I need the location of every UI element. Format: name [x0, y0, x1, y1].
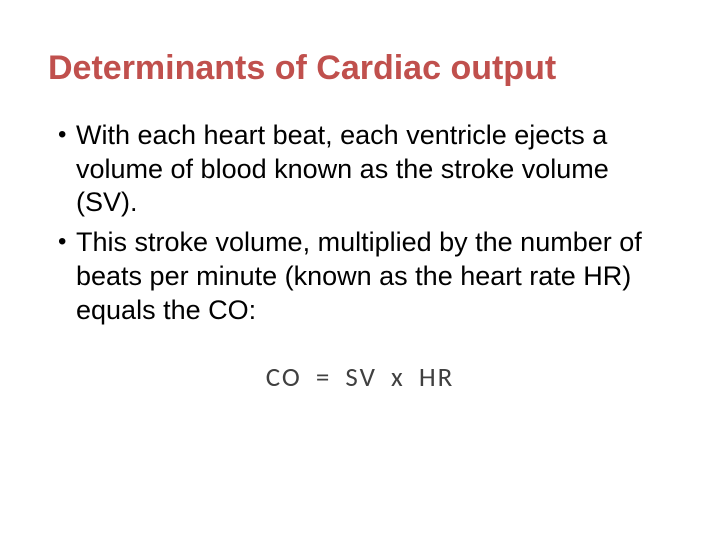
list-item: With each heart beat, each ventricle eje… — [58, 119, 672, 220]
list-item: This stroke volume, multiplied by the nu… — [58, 226, 672, 327]
formula-text: CO = SV x HR — [266, 361, 455, 394]
bullet-text: With each heart beat, each ventricle eje… — [76, 120, 609, 218]
bullet-text: This stroke volume, multiplied by the nu… — [76, 227, 642, 325]
formula-container: CO = SV x HR — [48, 361, 672, 394]
bullet-list: With each heart beat, each ventricle eje… — [48, 119, 672, 328]
slide: Determinants of Cardiac output With each… — [0, 0, 720, 540]
slide-title: Determinants of Cardiac output — [48, 48, 672, 89]
